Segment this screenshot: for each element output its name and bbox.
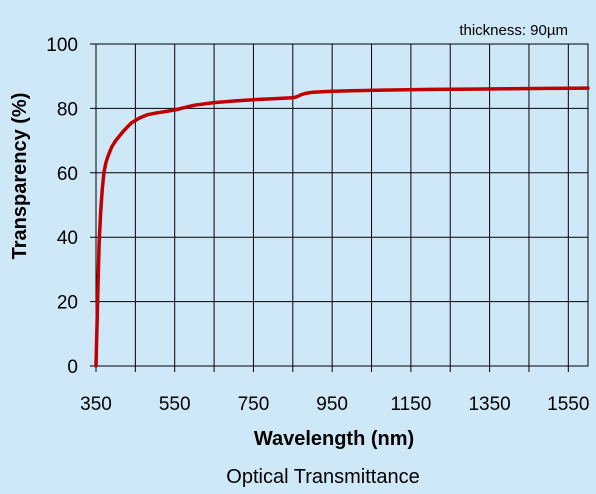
x-tick-label: 950 — [316, 394, 348, 415]
series-group — [94, 86, 590, 368]
chart-caption: Optical Transmittance — [226, 466, 419, 488]
x-tick-label: 550 — [159, 394, 191, 415]
y-tick-label: 100 — [46, 35, 78, 56]
y-tick-label: 0 — [67, 357, 78, 378]
x-tick-label: 750 — [238, 394, 270, 415]
y-tick-labels: 0 20 40 60 80 100 — [46, 35, 78, 378]
y-tick-label: 80 — [57, 99, 78, 120]
x-tick-label: 1550 — [547, 394, 589, 415]
y-tick-label: 40 — [57, 228, 78, 249]
y-tick-label: 60 — [57, 164, 78, 185]
thickness-annotation: thickness: 90µm — [459, 22, 568, 39]
x-tick-label: 350 — [80, 394, 112, 415]
transmittance-line — [94, 86, 590, 368]
x-tick-label: 1150 — [390, 394, 431, 415]
x-axis-title: Wavelength (nm) — [254, 428, 414, 450]
x-tick-label: 1350 — [468, 394, 510, 415]
x-tick-labels: 350 550 750 950 1150 1350 1550 — [80, 394, 589, 415]
y-axis-title: Transparency (%) — [9, 93, 31, 260]
y-tick-label: 20 — [57, 293, 78, 314]
